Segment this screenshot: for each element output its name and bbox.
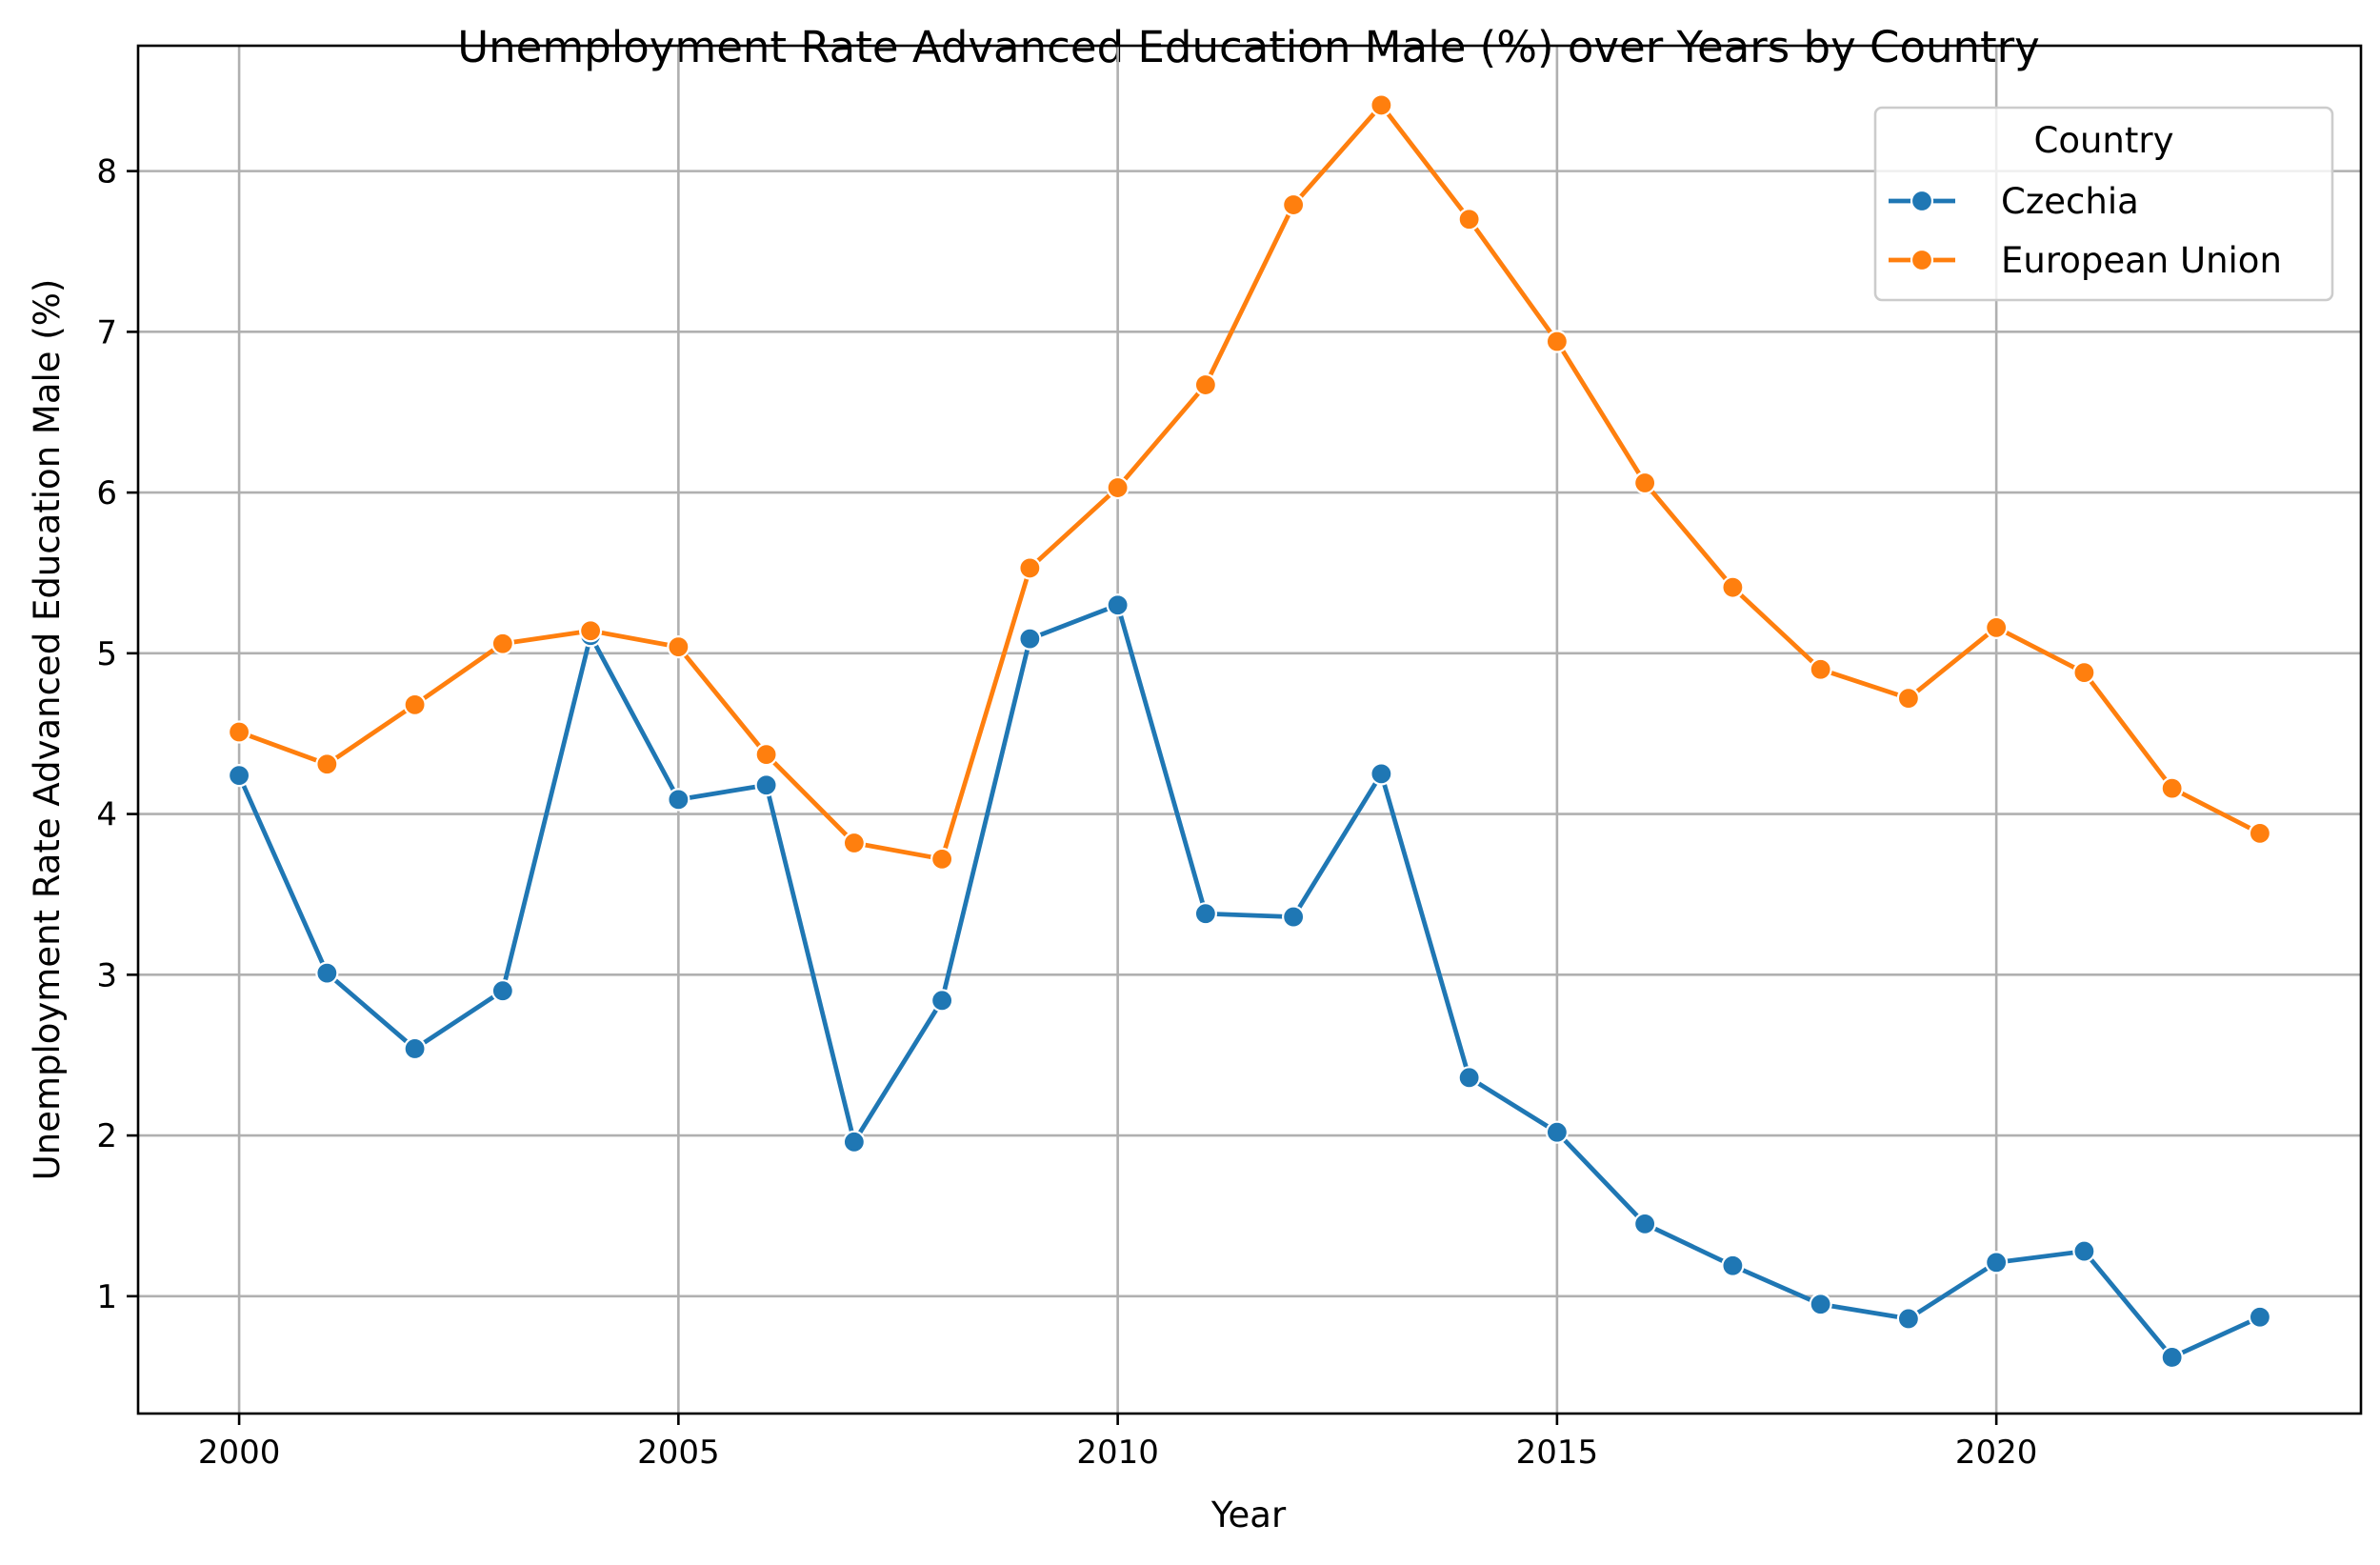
- chart-title: Unemployment Rate Advanced Education Mal…: [457, 22, 2040, 72]
- legend-marker-european-union: [1910, 248, 1934, 272]
- data-point-czechia: [1282, 905, 1306, 929]
- data-point-european-union: [315, 752, 339, 776]
- y-tick-label: 3: [96, 956, 117, 994]
- legend: Country Czechia European Union: [1873, 106, 2334, 302]
- data-point-european-union: [1193, 372, 1217, 397]
- data-point-czechia: [490, 979, 514, 1003]
- data-point-european-union: [754, 743, 778, 767]
- data-point-czechia: [1457, 1066, 1481, 1090]
- legend-label-czechia: Czechia: [2001, 181, 2139, 222]
- data-point-czechia: [1106, 593, 1130, 617]
- data-point-european-union: [1545, 330, 1569, 353]
- data-point-czechia: [930, 989, 954, 1013]
- data-point-european-union: [2160, 776, 2184, 800]
- data-point-european-union: [930, 847, 954, 871]
- data-point-european-union: [1721, 575, 1745, 599]
- data-point-european-union: [1370, 93, 1393, 117]
- data-point-czechia: [2072, 1239, 2096, 1263]
- data-point-czechia: [1809, 1293, 1832, 1316]
- x-tick-label: 2015: [1516, 1434, 1599, 1472]
- y-axis-label: Unemployment Rate Advanced Education Mal…: [27, 279, 68, 1181]
- y-tick-label: 4: [96, 796, 117, 834]
- legend-item-european-union: European Union: [1889, 240, 2282, 281]
- data-point-european-union: [842, 831, 866, 855]
- plot-frame: [136, 44, 2363, 1415]
- data-point-czechia: [1193, 902, 1217, 926]
- data-point-czechia: [403, 1036, 427, 1061]
- data-point-european-union: [579, 619, 603, 643]
- y-tick-label: 2: [96, 1117, 117, 1155]
- data-point-european-union: [1457, 208, 1481, 231]
- data-point-czechia: [315, 961, 339, 985]
- y-tick-label: 1: [96, 1278, 117, 1316]
- axis-ticks: 2000 2005 2010 2015 2020 1 2 3 4 5 6 7 8: [96, 153, 2037, 1472]
- data-point-czechia: [1545, 1120, 1569, 1144]
- y-tick-label: 6: [96, 474, 117, 512]
- data-point-european-union: [1896, 686, 1920, 711]
- data-point-czechia: [2248, 1305, 2272, 1329]
- data-point-european-union: [667, 634, 690, 659]
- series-european-union: [227, 93, 2272, 871]
- y-tick-label: 7: [96, 313, 117, 351]
- y-tick-label: 8: [96, 153, 117, 191]
- data-point-european-union: [2248, 821, 2272, 845]
- data-point-czechia: [1018, 627, 1042, 651]
- series-line-czechia: [236, 602, 2263, 1360]
- series-czechia: [227, 593, 2272, 1370]
- data-point-european-union: [490, 632, 514, 655]
- data-point-czechia: [842, 1130, 866, 1154]
- data-point-european-union: [227, 720, 251, 744]
- data-point-czechia: [1370, 762, 1393, 786]
- data-point-czechia: [1633, 1212, 1657, 1235]
- legend-marker-czechia: [1910, 189, 1934, 213]
- data-point-czechia: [227, 763, 251, 788]
- data-point-czechia: [2160, 1345, 2184, 1370]
- x-tick-label: 2010: [1076, 1434, 1159, 1472]
- data-point-czechia: [1896, 1307, 1920, 1331]
- data-point-czechia: [1721, 1254, 1745, 1277]
- data-point-european-union: [1018, 556, 1042, 580]
- x-tick-label: 2005: [637, 1434, 720, 1472]
- data-point-european-union: [1282, 192, 1306, 217]
- legend-label-european-union: European Union: [2001, 240, 2282, 281]
- data-point-european-union: [2072, 660, 2096, 685]
- data-point-european-union: [1106, 475, 1130, 500]
- data-point-czechia: [667, 788, 690, 812]
- x-tick-label: 2000: [198, 1434, 281, 1472]
- x-axis-label: Year: [1210, 1495, 1287, 1535]
- data-point-european-union: [1809, 657, 1832, 681]
- legend-title: Country: [2034, 120, 2174, 161]
- y-tick-label: 5: [96, 635, 117, 673]
- legend-item-czechia: Czechia: [1889, 181, 2139, 222]
- data-point-czechia: [1985, 1251, 2009, 1274]
- x-tick-label: 2020: [1955, 1434, 2038, 1472]
- data-point-european-union: [403, 692, 427, 716]
- legend-frame: [1873, 106, 2334, 302]
- series-line-european-union: [236, 103, 2263, 862]
- data-point-czechia: [754, 773, 778, 797]
- series-layer: [227, 93, 2272, 1370]
- data-point-european-union: [1985, 615, 2009, 639]
- data-point-european-union: [1633, 471, 1657, 495]
